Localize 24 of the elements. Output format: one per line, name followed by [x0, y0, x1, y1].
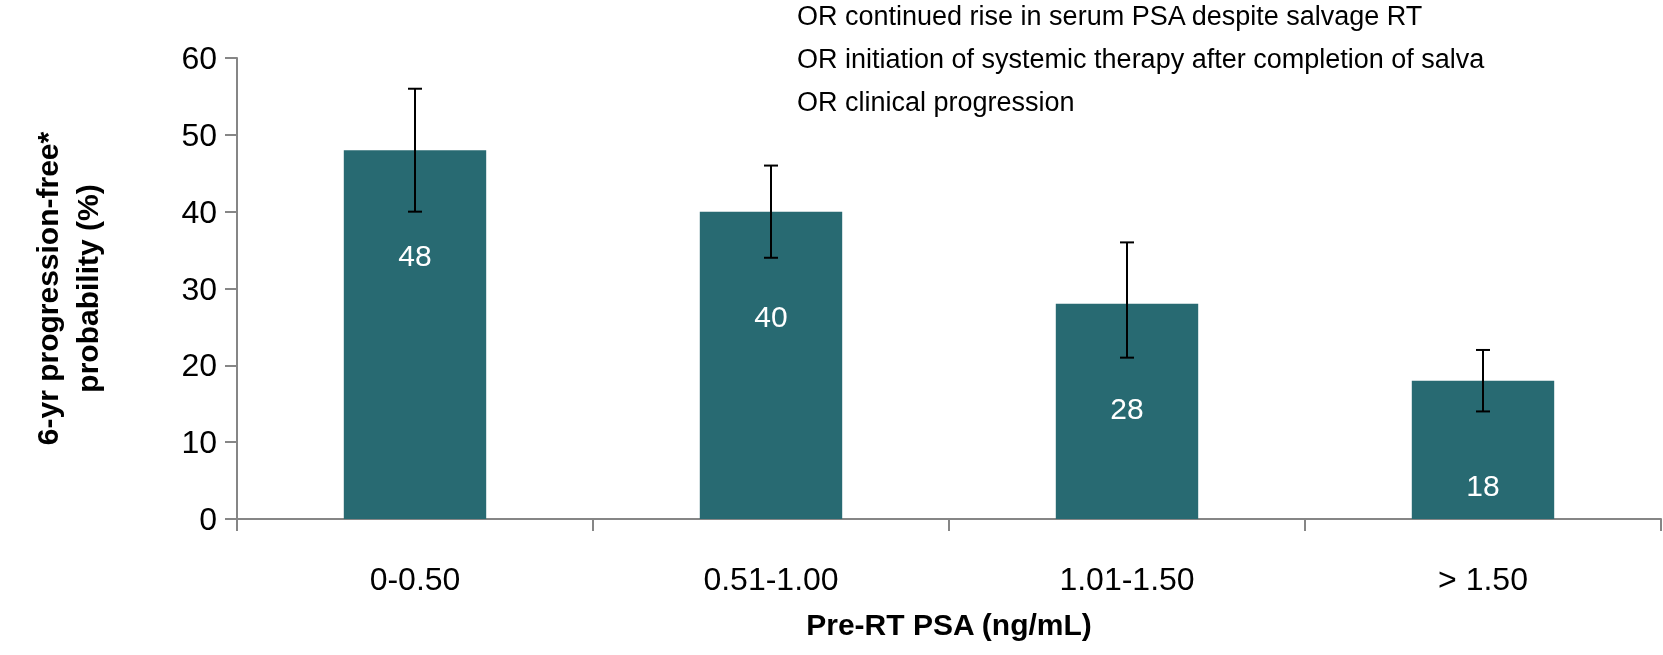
x-tick-label: 1.01-1.50	[1059, 561, 1195, 597]
bar	[343, 150, 487, 519]
data-label: 48	[398, 238, 432, 272]
y-tick-label: 20	[181, 347, 217, 384]
data-label: 28	[1110, 392, 1144, 426]
x-tick-label: > 1.50	[1438, 561, 1528, 597]
data-label: 40	[754, 300, 788, 334]
y-tick-label: 60	[181, 40, 217, 76]
y-tick-label: 40	[181, 193, 217, 230]
x-tick-label: 0.51-1.00	[703, 561, 839, 597]
bar	[699, 211, 843, 519]
y-axis-title: 6-yr progression-free* probability (%)	[30, 131, 104, 446]
y-tick-label: 10	[181, 424, 217, 461]
y-tick-label: 50	[181, 116, 217, 153]
text: OR continued rise in serum PSA despite salvage RT	[797, 0, 1423, 31]
y-tick-label: 0	[199, 501, 217, 537]
data-label: 18	[1466, 469, 1500, 503]
x-axis-title: Pre-RT PSA (ng/mL)	[806, 607, 1092, 641]
y-tick-label: 30	[181, 270, 217, 307]
bar	[1055, 303, 1199, 519]
x-tick-label: 0-0.50	[369, 561, 461, 597]
annotation: OR initiation of systemic therapy after completion of salva	[797, 43, 1486, 74]
annotation: OR clinical progression	[797, 86, 1075, 117]
bar	[1411, 380, 1555, 519]
